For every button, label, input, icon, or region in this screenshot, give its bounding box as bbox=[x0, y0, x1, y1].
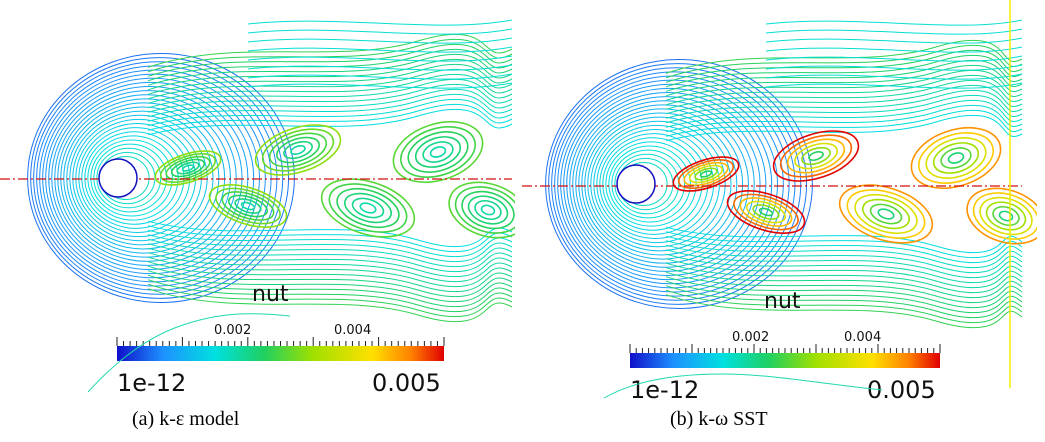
iso-line bbox=[564, 84, 778, 284]
vortex-contour bbox=[429, 145, 446, 159]
iso-line bbox=[552, 68, 801, 300]
vortex-contour bbox=[998, 210, 1013, 222]
iso-line bbox=[766, 38, 1022, 43]
vortex-contour bbox=[233, 196, 262, 216]
vortex-contour bbox=[386, 111, 491, 193]
cylinder bbox=[99, 159, 137, 197]
vortex-contour bbox=[241, 201, 256, 211]
vortex-contour bbox=[359, 201, 377, 214]
colorbar: 0.002 0.004 1e-12 0.005 bbox=[117, 323, 444, 397]
caption: (a) k-ε model bbox=[132, 408, 239, 431]
vortex-contour bbox=[282, 138, 314, 161]
iso-line bbox=[594, 125, 720, 242]
vortex-contour bbox=[968, 185, 1037, 247]
vortex-contour bbox=[859, 194, 913, 234]
vortex-contour bbox=[480, 204, 495, 216]
vortex-contour bbox=[314, 168, 421, 247]
vortex-contour bbox=[332, 182, 404, 235]
colorbar-max-label: 0.005 bbox=[372, 369, 441, 397]
vortex-contour bbox=[442, 173, 515, 247]
caption: (b) k-ω SST bbox=[670, 408, 768, 431]
panel-k-omega-sst: nut 0.002 0.004 1e-12 0.005 (b) k-ω SST bbox=[522, 0, 1037, 442]
iso-line bbox=[248, 29, 512, 34]
vortex-contour bbox=[694, 166, 718, 182]
colorbar: 0.002 0.004 1e-12 0.005 bbox=[630, 330, 940, 404]
vortex-contour bbox=[323, 175, 412, 241]
vortex-contour bbox=[841, 181, 930, 247]
colorbar-min-label: 1e-12 bbox=[117, 369, 186, 397]
iso-line bbox=[766, 47, 1022, 52]
iso-line bbox=[34, 62, 283, 294]
colorbar-gradient bbox=[117, 346, 444, 361]
iso-line bbox=[248, 20, 512, 25]
colorbar-min-label: 1e-12 bbox=[630, 376, 699, 404]
colorbar-tick-label-1: 0.002 bbox=[214, 323, 251, 338]
vortex-contour bbox=[983, 197, 1029, 234]
colorbar-tick-label-2: 0.004 bbox=[334, 323, 371, 338]
field-title: nut bbox=[764, 289, 801, 314]
vortex-contour bbox=[341, 188, 395, 228]
vortex-contour bbox=[800, 144, 832, 167]
vortex-contour bbox=[266, 127, 331, 173]
vortex-contour bbox=[257, 121, 338, 179]
iso-line bbox=[766, 29, 1022, 34]
vortex-contour bbox=[465, 191, 511, 228]
vortex-contour bbox=[912, 124, 999, 192]
vortex-contour bbox=[394, 118, 481, 186]
vortex-contour bbox=[759, 207, 774, 217]
vortex-contour bbox=[930, 138, 982, 179]
vortex-contour bbox=[412, 132, 464, 173]
field-title: nut bbox=[252, 282, 289, 307]
colorbar-ticks bbox=[630, 344, 940, 353]
iso-line bbox=[46, 78, 260, 278]
vortex-contour bbox=[850, 188, 922, 241]
vortex-contour bbox=[290, 144, 306, 156]
vortex-contour bbox=[775, 127, 856, 185]
iso-line bbox=[76, 119, 202, 236]
vortex-contour bbox=[751, 202, 780, 222]
contour-plot-b: nut 0.002 0.004 1e-12 0.005 bbox=[522, 0, 1037, 442]
colorbar-gradient bbox=[630, 353, 940, 368]
vortex-contour bbox=[877, 207, 895, 220]
colorbar-tick-label-2: 0.004 bbox=[844, 330, 881, 345]
vortex-contour bbox=[176, 160, 200, 176]
vortex-contour bbox=[784, 133, 849, 179]
cylinder bbox=[617, 165, 655, 203]
colorbar-ticks bbox=[117, 337, 444, 346]
vortex-contour bbox=[808, 150, 824, 162]
vortex-contour bbox=[975, 191, 1036, 240]
vortex-contour bbox=[947, 151, 964, 165]
panel-k-epsilon: nut 0.002 0.004 1e-12 0.005 (a) k-ε mode… bbox=[0, 0, 515, 442]
iso-line bbox=[579, 105, 749, 263]
contour-plot-a: nut 0.002 0.004 1e-12 0.005 bbox=[0, 0, 515, 442]
iso-line bbox=[61, 99, 231, 257]
iso-line bbox=[248, 38, 512, 43]
iso-line bbox=[766, 20, 1022, 25]
colorbar-tick-label-1: 0.002 bbox=[732, 330, 769, 345]
